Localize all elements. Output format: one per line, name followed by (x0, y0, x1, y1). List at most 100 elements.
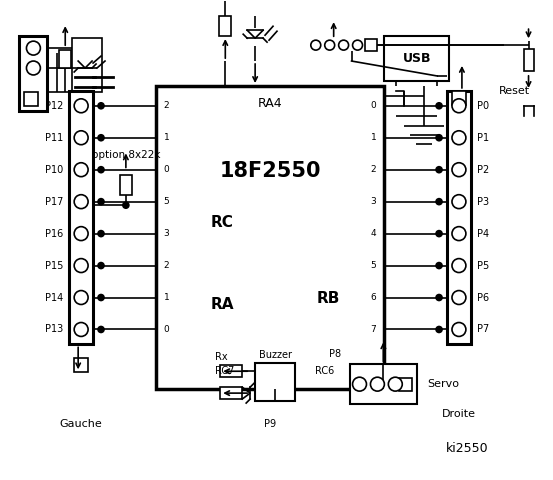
Circle shape (436, 135, 442, 141)
Text: 6: 6 (371, 293, 377, 302)
Bar (399, 378, 412, 391)
Circle shape (74, 131, 88, 144)
Text: Servo: Servo (427, 379, 459, 389)
Circle shape (98, 326, 104, 333)
Text: 1: 1 (371, 133, 377, 142)
Text: 7: 7 (371, 325, 377, 334)
Text: P5: P5 (477, 261, 489, 271)
Bar (255, 363, 295, 401)
Text: P9: P9 (264, 419, 276, 429)
Circle shape (436, 199, 442, 204)
Circle shape (74, 99, 88, 113)
Text: 18F2550: 18F2550 (220, 161, 321, 181)
Text: 3: 3 (164, 229, 169, 238)
Text: P16: P16 (45, 228, 63, 239)
Circle shape (74, 227, 88, 240)
Text: P15: P15 (45, 261, 63, 271)
Circle shape (452, 290, 466, 304)
Circle shape (452, 195, 466, 209)
Text: 0: 0 (371, 101, 377, 110)
Text: option 8x22k: option 8x22k (92, 151, 160, 160)
Text: P12: P12 (45, 101, 63, 111)
Text: P10: P10 (45, 165, 63, 175)
Bar (349, 364, 417, 404)
Text: P6: P6 (477, 292, 489, 302)
Circle shape (452, 227, 466, 240)
Text: RB: RB (316, 291, 340, 306)
Text: P14: P14 (45, 292, 63, 302)
Text: P11: P11 (45, 133, 63, 143)
Circle shape (74, 163, 88, 177)
Text: 5: 5 (164, 197, 169, 206)
Bar (220, 365, 242, 377)
Text: ki2550: ki2550 (446, 442, 489, 456)
Circle shape (436, 103, 442, 109)
Circle shape (123, 202, 129, 208)
Text: RA: RA (210, 297, 234, 312)
Bar (220, 16, 231, 36)
Text: 4: 4 (371, 229, 377, 238)
Bar (220, 387, 242, 399)
Text: Buzzer: Buzzer (258, 350, 291, 360)
Circle shape (436, 326, 442, 333)
Circle shape (436, 263, 442, 268)
Text: 1: 1 (164, 293, 169, 302)
Text: P13: P13 (45, 324, 63, 335)
Circle shape (98, 199, 104, 204)
Circle shape (98, 167, 104, 173)
Circle shape (353, 377, 367, 391)
Circle shape (98, 135, 104, 141)
Circle shape (338, 40, 348, 50)
Circle shape (388, 377, 402, 391)
Text: 0: 0 (164, 325, 169, 334)
Text: RA4: RA4 (258, 97, 283, 110)
Circle shape (98, 230, 104, 237)
Text: 0: 0 (164, 165, 169, 174)
Text: USB: USB (403, 52, 431, 65)
Text: P1: P1 (477, 133, 489, 143)
Text: 1: 1 (164, 133, 169, 142)
Text: 3: 3 (371, 197, 377, 206)
Text: P7: P7 (477, 324, 489, 335)
Text: Droite: Droite (442, 409, 476, 419)
Circle shape (311, 40, 321, 50)
Circle shape (27, 41, 40, 55)
Text: 5: 5 (371, 261, 377, 270)
Bar (447, 91, 471, 344)
Bar (120, 175, 132, 195)
Circle shape (436, 230, 442, 237)
Circle shape (74, 323, 88, 336)
Circle shape (27, 61, 40, 75)
Text: 2: 2 (164, 101, 169, 110)
Text: 2: 2 (164, 261, 169, 270)
Circle shape (98, 263, 104, 268)
Circle shape (74, 259, 88, 273)
Bar (452, 91, 466, 105)
Circle shape (452, 259, 466, 273)
Circle shape (325, 40, 335, 50)
Text: Gauche: Gauche (60, 419, 102, 429)
Bar (24, 92, 38, 106)
Text: P0: P0 (477, 101, 489, 111)
Text: Reset: Reset (499, 86, 530, 96)
Circle shape (436, 295, 442, 300)
Bar (69, 91, 93, 344)
Text: P3: P3 (477, 197, 489, 207)
Bar (72, 38, 102, 92)
Circle shape (98, 103, 104, 109)
Circle shape (452, 323, 466, 336)
Circle shape (353, 40, 363, 50)
Circle shape (74, 290, 88, 304)
Text: RC: RC (210, 215, 233, 230)
Text: RC6: RC6 (315, 366, 335, 376)
Bar (74, 358, 88, 372)
Circle shape (74, 195, 88, 209)
Circle shape (371, 377, 384, 391)
Circle shape (452, 131, 466, 144)
Text: RC7: RC7 (215, 366, 234, 376)
Text: P17: P17 (45, 197, 63, 207)
Circle shape (436, 167, 442, 173)
Bar (366, 39, 377, 51)
Circle shape (452, 99, 466, 113)
Circle shape (98, 295, 104, 300)
